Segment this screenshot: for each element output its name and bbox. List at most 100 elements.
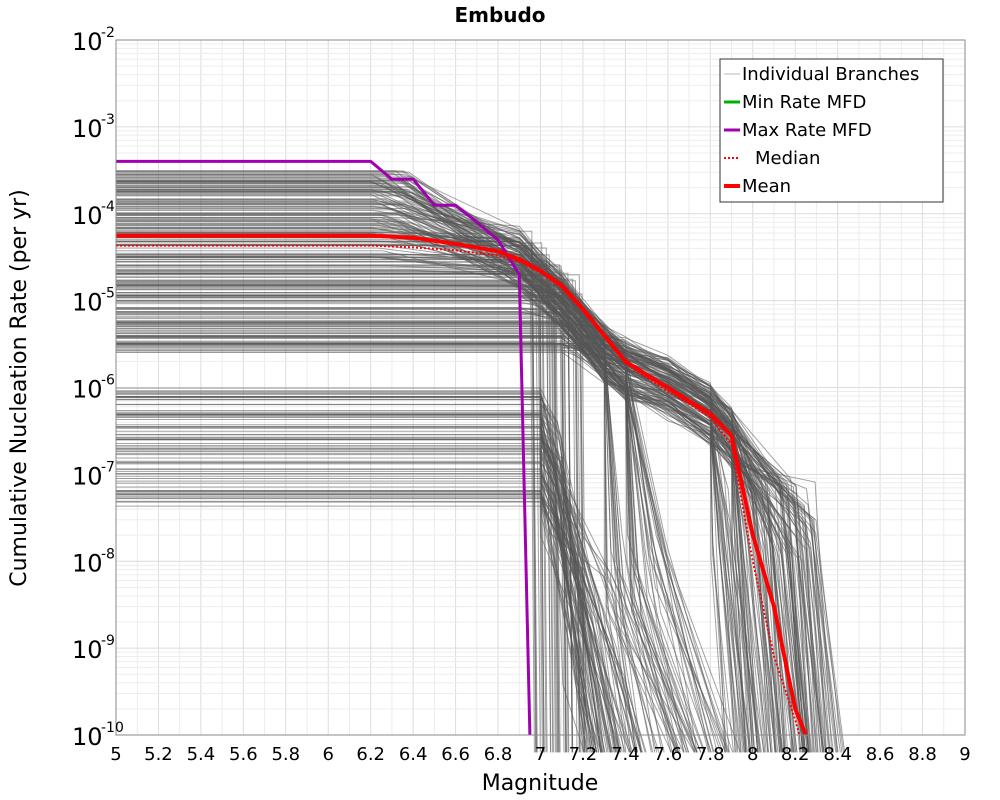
branch-line: [116, 390, 592, 753]
series-line-median: [116, 244, 801, 736]
y-tick-base: 10: [72, 376, 103, 404]
branch-line: [116, 202, 806, 753]
x-tick-label: 6: [323, 744, 334, 765]
y-tick-label: 10-5: [72, 286, 115, 317]
branch-line: [116, 391, 616, 753]
branch-line: [116, 258, 584, 753]
x-axis-title: Magnitude: [482, 771, 599, 796]
y-tick-exponent: -2: [101, 25, 115, 41]
y-tick-base: 10: [72, 549, 103, 577]
branch-line: [116, 244, 665, 753]
branch-line: [116, 213, 837, 753]
x-tick-label: 5: [110, 744, 121, 765]
y-tick-base: 10: [72, 462, 103, 490]
branch-line: [116, 345, 567, 753]
branch-line: [116, 343, 795, 753]
x-tick-label: 6.8: [484, 744, 513, 765]
y-tick-label: 10-2: [72, 25, 115, 56]
branch-line: [116, 172, 718, 753]
series-lines: [116, 159, 808, 736]
branch-line: [116, 490, 627, 753]
x-tick-label: 8.8: [908, 744, 937, 765]
legend-item: Max Rate MFD: [724, 120, 872, 141]
y-tick-label: 10-3: [72, 112, 115, 143]
branch-line: [116, 447, 608, 753]
y-tick-base: 10: [72, 636, 103, 664]
legend-label: Mean: [742, 176, 791, 197]
x-tick-label: 8: [747, 744, 758, 765]
y-tick-label: 10-8: [72, 546, 115, 577]
branch-line: [116, 424, 597, 753]
x-tick-label: 7.2: [569, 744, 598, 765]
legend-box: [719, 58, 944, 203]
y-tick-base: 10: [72, 289, 103, 317]
y-tick-base: 10: [72, 28, 103, 56]
y-tick-base: 10: [72, 202, 103, 230]
branch-line: [116, 301, 747, 753]
x-tick-label: 5.6: [229, 744, 258, 765]
branch-line: [116, 326, 580, 753]
series-line-mean: [116, 233, 808, 736]
legend-label: Individual Branches: [742, 64, 919, 85]
legend-item: Individual Branches: [724, 64, 919, 85]
y-tick-label: 10-9: [72, 633, 115, 664]
x-tick-label: 7.6: [654, 744, 683, 765]
branch-line: [116, 200, 777, 753]
x-tick-label: 9: [959, 744, 970, 765]
legend-item: Median: [724, 148, 820, 169]
x-tick-label: 7.8: [696, 744, 725, 765]
branch-line: [116, 396, 642, 753]
y-tick-base: 10: [72, 115, 103, 143]
legend: Individual Branches Min Rate MFD Max Rate …: [719, 58, 944, 203]
branch-line: [116, 280, 765, 753]
branch-line: [116, 212, 822, 753]
y-tick-exponent: -6: [101, 373, 115, 389]
legend-item: Mean: [724, 176, 791, 197]
y-tick-exponent: -8: [101, 546, 115, 562]
branch-line: [116, 415, 602, 753]
y-tick-label: 10-4: [72, 199, 115, 230]
x-tick-label: 6.6: [441, 744, 470, 765]
y-tick-exponent: -9: [101, 633, 115, 649]
branch-line: [116, 468, 618, 753]
y-tick-exponent: -3: [101, 112, 115, 128]
branch-line: [116, 269, 730, 753]
y-tick-label: 10-10: [72, 720, 124, 751]
chart-title: Embudo: [454, 3, 545, 27]
x-tick-label: 7.4: [611, 744, 640, 765]
branch-line: [116, 181, 551, 753]
branch-line: [116, 307, 793, 753]
branch-line: [116, 218, 738, 753]
y-tick-label: 10-6: [72, 373, 115, 404]
legend-item: Min Rate MFD: [724, 92, 866, 113]
branch-line: [116, 492, 621, 753]
y-tick-exponent: -5: [101, 286, 115, 302]
legend-label: Min Rate MFD: [742, 92, 866, 113]
x-tick-label: 5.8: [271, 744, 300, 765]
branch-line: [116, 220, 742, 753]
y-tick-exponent: -10: [101, 720, 124, 736]
x-tick-labels: 5 5.2 5.4 5.6 5.8 6 6.2 6.4 6.6 6.8 7 7.2 7.4 7.6 7.8 8…: [110, 744, 970, 765]
branch-line: [116, 328, 806, 753]
branch-line: [116, 335, 570, 753]
branch-line: [116, 438, 618, 753]
branch-line: [116, 396, 605, 753]
x-tick-label: 6.4: [399, 744, 428, 765]
y-tick-exponent: -7: [101, 459, 115, 475]
x-tick-label: 8.2: [781, 744, 810, 765]
x-tick-label: 5.4: [187, 744, 216, 765]
y-tick-label: 10-7: [72, 459, 115, 490]
branch-line: [116, 445, 602, 753]
x-tick-label: 8.6: [866, 744, 895, 765]
x-tick-label: 8.4: [823, 744, 852, 765]
legend-label: Max Rate MFD: [742, 120, 872, 141]
legend-label: Median: [755, 148, 820, 169]
y-tick-exponent: -4: [101, 199, 115, 215]
x-tick-label: 7: [535, 744, 546, 765]
x-tick-label: 5.2: [144, 744, 173, 765]
branch-line: [116, 427, 609, 753]
branch-line: [116, 286, 586, 753]
y-axis-title: Cumulative Nucleation Rate (per yr): [7, 189, 32, 587]
